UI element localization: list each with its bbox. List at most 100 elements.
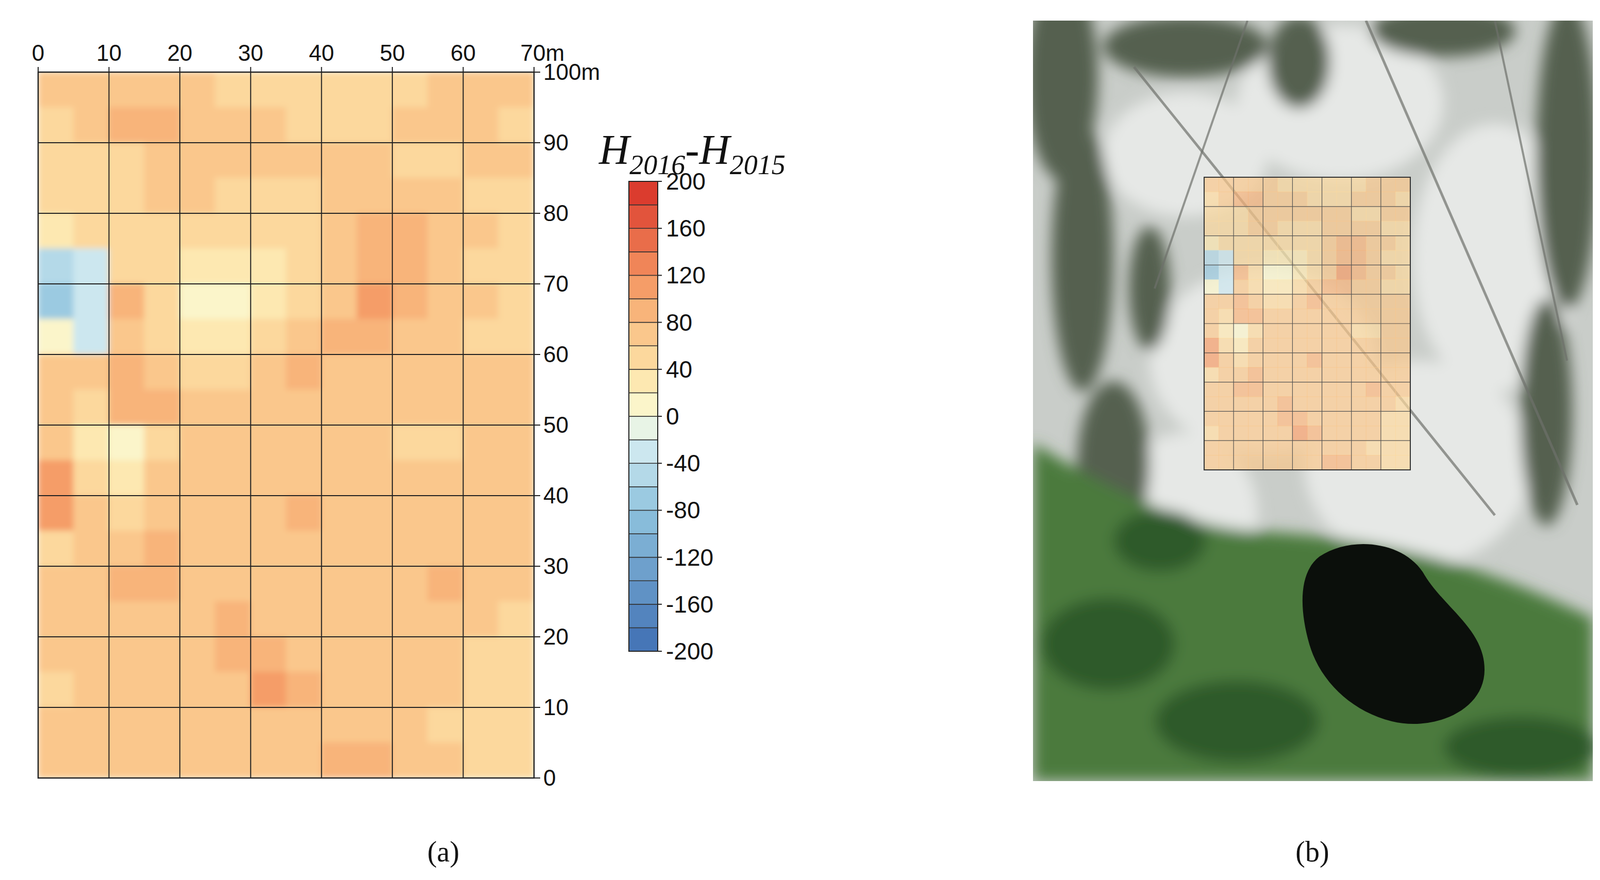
heat-cell (179, 72, 216, 108)
grid-line-y (38, 142, 535, 144)
heat-cell (250, 319, 287, 356)
heat-cell (1277, 235, 1293, 251)
colorbar-frame (628, 181, 658, 652)
colorbar-band (628, 416, 658, 441)
heat-cell (214, 72, 252, 108)
heat-cell (356, 389, 393, 426)
heat-cell (1395, 440, 1411, 456)
heat-cell (1395, 250, 1411, 266)
x-tick (179, 67, 181, 73)
heat-cell (144, 354, 181, 391)
heat-cell (392, 601, 429, 638)
heat-cell (321, 354, 358, 391)
heat-cell (1262, 352, 1279, 368)
heat-cell (179, 389, 216, 426)
heat-cell (1336, 177, 1353, 193)
heat-cell (1395, 308, 1411, 324)
heat-cell (392, 177, 429, 214)
y-tick-label: 40 (543, 482, 569, 509)
heat-cell (250, 248, 287, 285)
grid (38, 72, 535, 779)
heat-cell (1336, 381, 1353, 397)
heat-cell (1365, 396, 1382, 412)
heat-cell (462, 354, 499, 391)
colorbar-tick-label: -40 (665, 450, 700, 477)
colorbar-tick-label: 0 (665, 403, 680, 430)
heat-cell (321, 637, 358, 674)
heat-cell (1351, 235, 1367, 251)
heat-cell (73, 354, 110, 391)
heat-cell (1247, 411, 1264, 427)
heat-cell (214, 213, 252, 250)
track (1134, 67, 1495, 516)
heat-cell (1233, 455, 1249, 471)
heat-cell (1321, 425, 1338, 441)
y-tick (534, 707, 541, 709)
y-tick (534, 71, 541, 73)
y-tick (534, 424, 541, 426)
heat-cell (1395, 323, 1411, 339)
heat-cell (1262, 177, 1279, 193)
heat-cell (1380, 221, 1396, 237)
heat-cell (286, 460, 323, 497)
heat-cell (38, 742, 74, 779)
heat-cell (73, 389, 110, 426)
heat-cell (462, 107, 499, 144)
heat-cell (498, 72, 535, 108)
x-tick (37, 67, 39, 73)
heat-cell (108, 177, 145, 214)
heat-cell (321, 284, 358, 321)
heat-cell (250, 142, 287, 179)
heat-cell (38, 107, 74, 144)
heat-cell (1336, 338, 1353, 354)
x-tick (533, 67, 535, 73)
heat-cell (250, 107, 287, 144)
heat-cell (179, 248, 216, 285)
heat-cell (214, 425, 252, 462)
overlay-grid-y (1204, 323, 1411, 324)
y-tick-label: 10 (543, 694, 569, 721)
heat-cell (286, 319, 323, 356)
heat-cell (1365, 308, 1382, 324)
heat-cell (1277, 455, 1293, 471)
heat-cell (1218, 221, 1235, 237)
colorbar-tick (657, 227, 662, 229)
heat-cell (1321, 323, 1338, 339)
x-tick-label: 0 (31, 40, 45, 66)
heat-cell (1262, 294, 1279, 310)
colorbar-tick (657, 651, 662, 653)
heat-cell (286, 672, 323, 709)
heat-cell (462, 319, 499, 356)
colorbar-tick-label: 120 (665, 261, 706, 289)
heat-cell (1307, 235, 1323, 251)
heat-cell (1233, 440, 1249, 456)
heat-cell (1277, 381, 1293, 397)
x-tick (321, 67, 323, 73)
heat-cell (1247, 308, 1264, 324)
heat-cell (356, 72, 393, 108)
heat-cell (356, 601, 393, 638)
heat-cell (1395, 367, 1411, 383)
heat-cell (1233, 191, 1249, 207)
heat-cell (1336, 279, 1353, 295)
heat-cell (250, 389, 287, 426)
heat-cell (1365, 352, 1382, 368)
heat-cell (1336, 396, 1353, 412)
heat-cell (462, 495, 499, 532)
grid-line-y (38, 354, 535, 356)
heat-cell (392, 460, 429, 497)
heat-cell (1292, 411, 1308, 427)
heat-cell (427, 213, 464, 250)
heat-cell (498, 425, 535, 462)
grid-line-y (38, 495, 535, 497)
heat-cell (1351, 425, 1367, 441)
heat-cell (286, 637, 323, 674)
heat-cell (498, 707, 535, 744)
tree-cluster (1128, 226, 1171, 351)
overlay-grid-y (1204, 381, 1411, 383)
heat-cell (38, 601, 74, 638)
heat-cell (356, 354, 393, 391)
colorbar-band (628, 580, 658, 605)
heat-cell (1380, 308, 1396, 324)
colorbar-band (628, 345, 658, 370)
